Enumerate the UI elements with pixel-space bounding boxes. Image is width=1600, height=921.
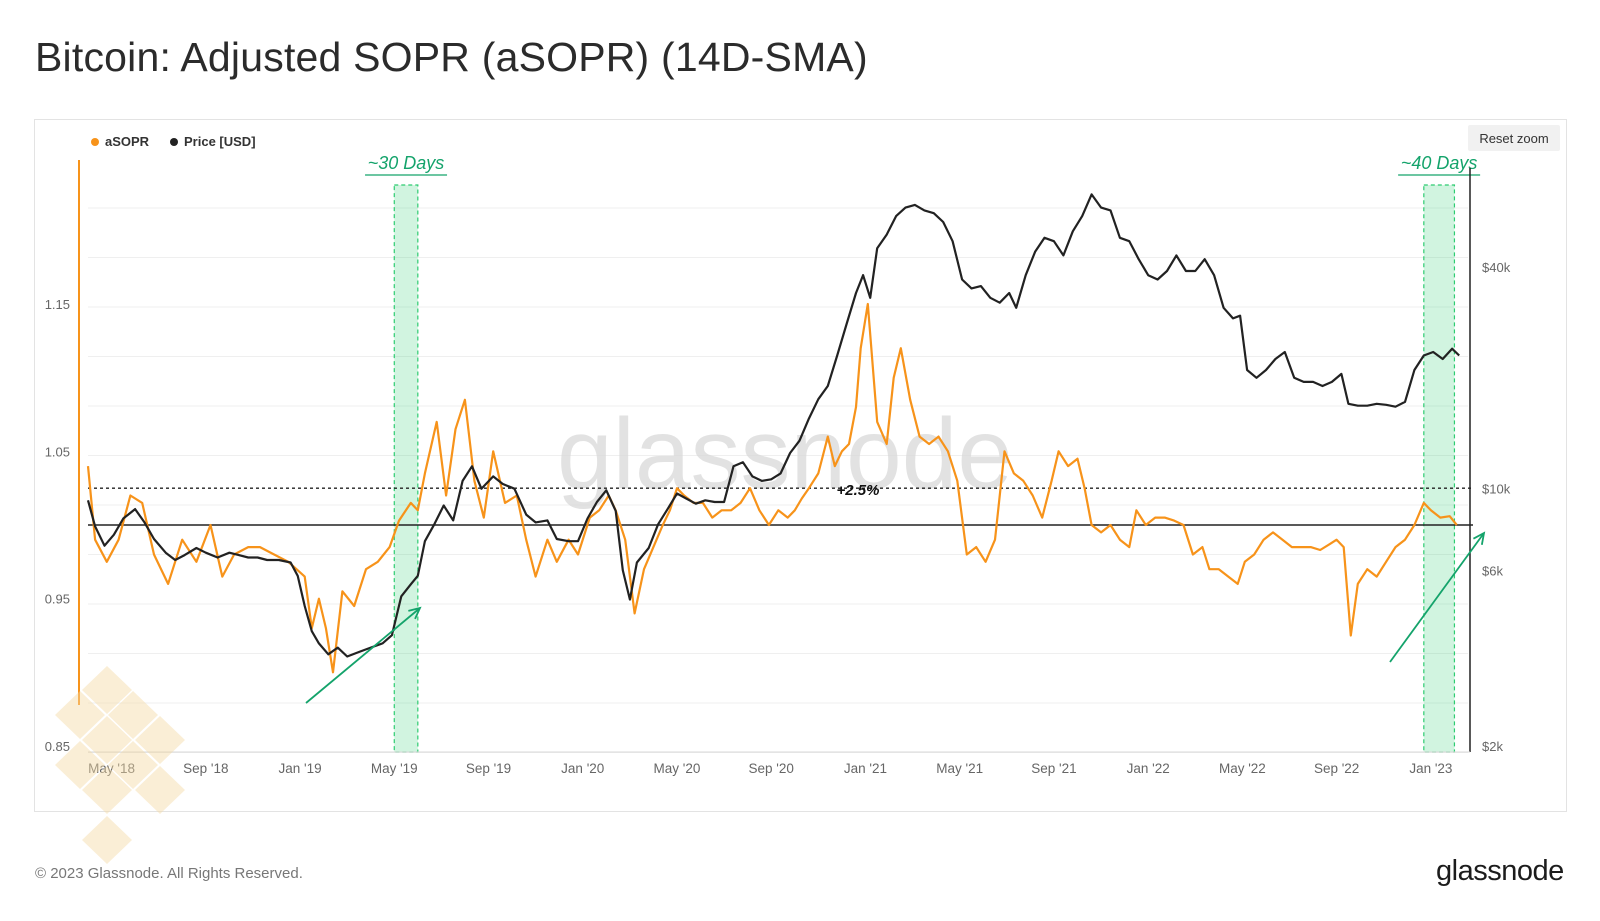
y-left-tick: 1.15 bbox=[45, 297, 70, 312]
y-left-tick: 0.95 bbox=[45, 592, 70, 607]
highlight-label-2: ~40 Days bbox=[1401, 153, 1478, 173]
highlight-label-1: ~30 Days bbox=[368, 153, 445, 173]
highlight-band-2 bbox=[1423, 184, 1456, 753]
x-tick: Jan '19 bbox=[278, 761, 321, 776]
trend-arrow-2019 bbox=[305, 607, 421, 704]
x-tick: Jan '21 bbox=[844, 761, 887, 776]
y-left-tick: 1.05 bbox=[45, 444, 70, 459]
decorative-diamond bbox=[55, 691, 105, 739]
watermark: glassnode bbox=[557, 398, 1013, 510]
decorative-diamond bbox=[108, 741, 158, 789]
chart-frame bbox=[34, 119, 1567, 812]
decorative-diamond bbox=[135, 716, 185, 764]
x-tick: May '18 bbox=[88, 761, 135, 776]
x-tick: May '19 bbox=[371, 761, 418, 776]
page-title: Bitcoin: Adjusted SOPR (aSOPR) (14D-SMA) bbox=[35, 34, 868, 80]
highlight-band-1 bbox=[393, 184, 419, 753]
x-tick: Sep '18 bbox=[183, 761, 228, 776]
decorative-diamond bbox=[82, 716, 132, 764]
x-tick: Jan '22 bbox=[1127, 761, 1170, 776]
x-tick: Sep '20 bbox=[749, 761, 794, 776]
y-right-tick: $2k bbox=[1482, 739, 1503, 754]
x-tick: Sep '22 bbox=[1314, 761, 1359, 776]
legend-item-asopr[interactable]: aSOPR bbox=[91, 134, 149, 149]
x-tick: May '22 bbox=[1219, 761, 1266, 776]
legend-dot-price bbox=[170, 137, 178, 146]
y-right-tick: $40k bbox=[1482, 260, 1511, 275]
decorative-diamond bbox=[55, 741, 105, 789]
y-left-tick: 0.85 bbox=[45, 739, 70, 754]
brand-logo: glassnode bbox=[1436, 855, 1564, 887]
series-price-line bbox=[86, 193, 1460, 658]
legend-label-price: Price [USD] bbox=[184, 134, 256, 149]
x-tick: Jan '20 bbox=[561, 761, 604, 776]
decorative-diamond bbox=[82, 766, 132, 814]
series-asopr-line bbox=[86, 302, 1458, 674]
x-tick: May '20 bbox=[654, 761, 701, 776]
decorative-diamond bbox=[82, 666, 132, 714]
decorative-diamond bbox=[108, 691, 158, 739]
legend-item-price[interactable]: Price [USD] bbox=[170, 134, 256, 149]
x-tick: Sep '21 bbox=[1031, 761, 1076, 776]
reset-zoom-button[interactable]: Reset zoom bbox=[1468, 125, 1560, 151]
x-tick: May '21 bbox=[936, 761, 983, 776]
trend-arrow-2019-head bbox=[408, 606, 422, 620]
decorative-diamond bbox=[82, 816, 132, 864]
trend-arrow-2023-head bbox=[1472, 531, 1486, 545]
x-tick: Jan '23 bbox=[1409, 761, 1452, 776]
decorative-diamond bbox=[135, 766, 185, 814]
trend-arrow-2023 bbox=[1389, 532, 1485, 663]
y-right-tick: $10k bbox=[1482, 482, 1511, 497]
copyright: © 2023 Glassnode. All Rights Reserved. bbox=[35, 865, 303, 882]
legend-dot-asopr bbox=[91, 137, 99, 146]
reference-label-plus-2-5: +2.5% bbox=[837, 482, 880, 499]
x-tick: Sep '19 bbox=[466, 761, 511, 776]
legend-label-asopr: aSOPR bbox=[105, 134, 150, 149]
y-right-tick: $6k bbox=[1482, 563, 1503, 578]
